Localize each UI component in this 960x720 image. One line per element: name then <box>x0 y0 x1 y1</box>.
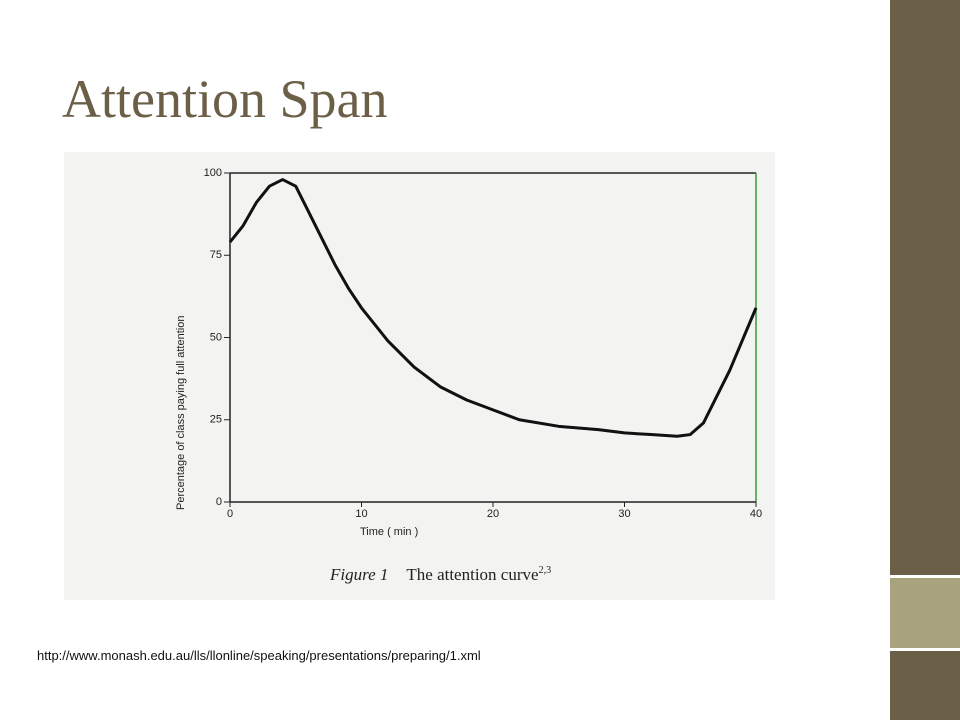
x-axis-label: Time ( min ) <box>360 526 418 538</box>
x-tick-label: 20 <box>487 508 499 520</box>
x-tick-label: 40 <box>750 508 762 520</box>
caption-text: The attention curve <box>406 565 538 584</box>
x-tick-label: 30 <box>618 508 630 520</box>
x-tick-label: 10 <box>355 508 367 520</box>
y-tick-label: 25 <box>210 414 222 426</box>
source-url: http://www.monash.edu.au/lls/llonline/sp… <box>37 648 481 663</box>
caption-label: Figure 1 <box>329 565 388 584</box>
sidebar-accent <box>890 578 960 648</box>
slide-title: Attention Span <box>62 69 387 129</box>
sidebar-bottom <box>890 651 960 720</box>
y-tick-label: 75 <box>210 249 222 261</box>
x-tick-label: 0 <box>227 508 233 520</box>
sidebar-top <box>890 0 960 575</box>
y-tick-label: 50 <box>210 331 222 343</box>
figure-caption: Figure 1 The attention curve2,3 <box>329 565 551 584</box>
caption-ref: 2,3 <box>539 565 552 576</box>
y-tick-label: 0 <box>216 496 222 508</box>
y-axis-label: Percentage of class paying full attentio… <box>175 316 187 510</box>
figure-background <box>64 152 775 600</box>
attention-curve <box>228 178 758 438</box>
y-tick-label: 100 <box>204 167 222 179</box>
